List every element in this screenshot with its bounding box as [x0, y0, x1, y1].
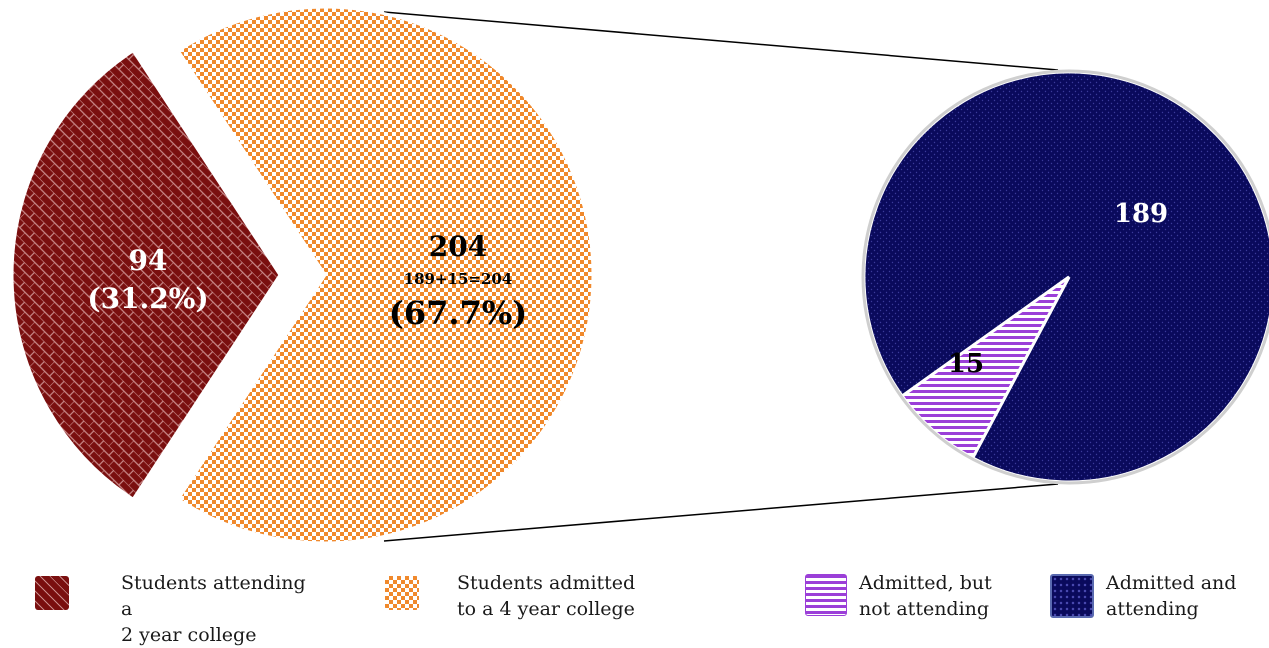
- legend-label-line: 2 year college: [121, 624, 257, 646]
- pie-of-pie-chart: 94 (31.2%) 204 189+15=204 (67.7%) 189 15: [10, 5, 1269, 545]
- legend-label-line: attending: [1106, 598, 1199, 620]
- pie-slice: [10, 48, 282, 502]
- connector-line-top: [383, 11, 1059, 71]
- right-pie: [861, 69, 1269, 485]
- legend-swatch: [385, 576, 419, 610]
- legend-item-not-attending: Admitted, but not attending: [805, 570, 1009, 622]
- legend-label-line: Admitted, but: [859, 572, 992, 594]
- legend-swatch: [35, 576, 69, 610]
- slice-label-value: 204: [429, 230, 487, 263]
- left-pie: [10, 5, 595, 545]
- pie-outline: [861, 69, 1269, 485]
- slice-label-value: 15: [948, 349, 984, 379]
- legend-swatch: [1050, 574, 1094, 618]
- legend-label-line: to a 4 year college: [457, 598, 635, 620]
- slice-label-sum: 189+15=204: [404, 270, 513, 288]
- legend-label-line: Students attending a: [121, 572, 306, 620]
- legend-label-line: Admitted and: [1106, 572, 1237, 594]
- slice-label-value: 189: [1114, 199, 1168, 229]
- connector-line-bottom: [383, 483, 1059, 542]
- pie-slice: [176, 5, 595, 545]
- legend-swatch: [805, 574, 847, 616]
- legend-item-4-year: Students admitted to a 4 year college: [385, 570, 657, 622]
- slice-label-value: 94: [129, 244, 168, 277]
- legend-label-line: Students admitted: [457, 572, 636, 594]
- legend-item-attending: Admitted and attending: [1050, 570, 1269, 622]
- slice-label-pct: (31.2%): [87, 282, 208, 315]
- slice-label-pct: (67.7%): [389, 294, 528, 332]
- legend-item-2-year: Students attending a 2 year college: [35, 570, 321, 648]
- legend-label-line: not attending: [859, 598, 990, 620]
